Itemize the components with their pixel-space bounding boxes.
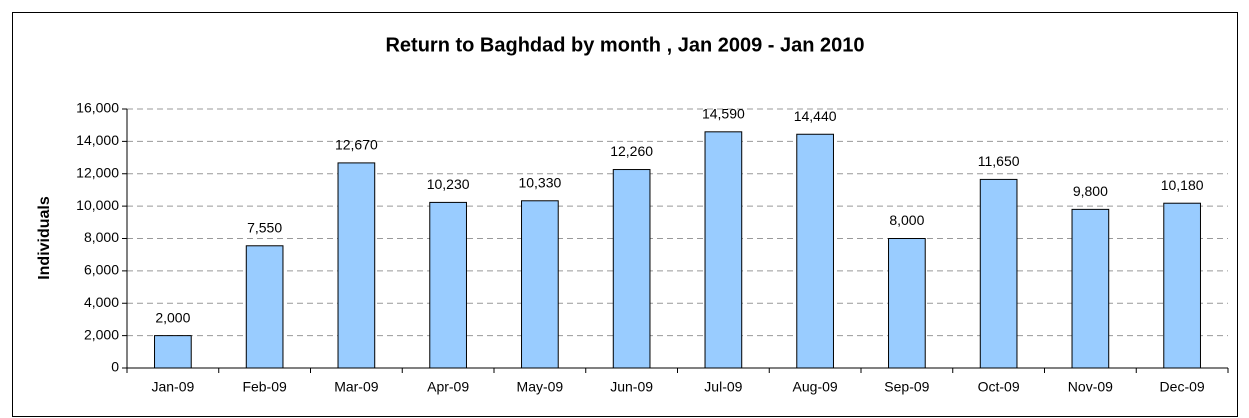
data-label: 10,330 (518, 174, 561, 190)
bar (429, 201, 467, 369)
bar (337, 162, 376, 369)
data-label: 11,650 (978, 153, 1020, 169)
data-label: 8,000 (889, 212, 924, 228)
data-label: 9,800 (1073, 183, 1108, 199)
data-label: 14,440 (794, 108, 837, 124)
x-tick-label: Mar-09 (334, 379, 379, 395)
y-tick-label: 14,000 (76, 132, 119, 148)
y-tick-label: 6,000 (84, 262, 119, 278)
bar (521, 200, 559, 369)
x-tick-label: Oct-09 (978, 379, 1020, 395)
data-label: 12,670 (335, 137, 378, 153)
x-tick-label: Feb-09 (242, 379, 287, 395)
x-tick-label: Jun-09 (610, 379, 653, 395)
data-label: 12,260 (610, 143, 653, 159)
bar (979, 178, 1018, 369)
x-tick-label: Jan-09 (151, 379, 194, 395)
y-tick-label: 16,000 (76, 100, 119, 116)
x-tick-label: Sep-09 (884, 379, 929, 395)
x-tick-label: Jul-09 (704, 379, 742, 395)
bar (888, 238, 926, 369)
bar (1071, 208, 1110, 369)
data-label: 2,000 (155, 309, 190, 325)
y-tick-label: 12,000 (76, 164, 119, 180)
bar (796, 133, 834, 369)
y-axis-title: Individuals (36, 196, 53, 280)
x-tick-label: Nov-09 (1068, 379, 1113, 395)
bar (704, 131, 743, 369)
y-tick-label: 4,000 (84, 294, 119, 310)
data-label: 14,590 (702, 106, 745, 122)
y-tick-label: 2,000 (84, 326, 119, 342)
data-label: 10,180 (1161, 177, 1204, 193)
data-label: 10,230 (427, 176, 470, 192)
x-tick-label: Dec-09 (1160, 379, 1205, 395)
bar (245, 245, 284, 369)
chart-title: Return to Baghdad by month , Jan 2009 - … (385, 34, 864, 56)
data-label: 7,550 (247, 219, 282, 235)
y-tick-label: 8,000 (84, 229, 119, 245)
x-tick-label: May-09 (517, 379, 564, 395)
bar (154, 335, 192, 369)
bar (612, 169, 651, 369)
y-tick-label: 10,000 (76, 197, 119, 213)
y-tick-label: 0 (111, 359, 119, 375)
bar (1163, 202, 1201, 369)
x-tick-label: Aug-09 (793, 379, 838, 395)
x-tick-label: Apr-09 (427, 379, 469, 395)
